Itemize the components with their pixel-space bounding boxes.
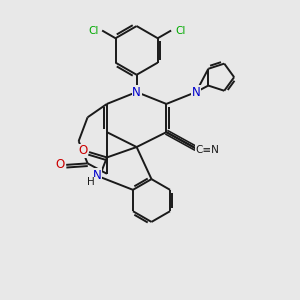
Text: O: O xyxy=(79,144,88,157)
Text: Cl: Cl xyxy=(88,26,98,35)
Text: Cl: Cl xyxy=(175,26,185,35)
Text: N: N xyxy=(132,85,141,98)
Text: N: N xyxy=(93,169,101,182)
Text: C≡N: C≡N xyxy=(195,145,219,155)
Text: O: O xyxy=(56,158,65,171)
Text: N: N xyxy=(192,85,200,98)
Text: H: H xyxy=(87,177,95,187)
